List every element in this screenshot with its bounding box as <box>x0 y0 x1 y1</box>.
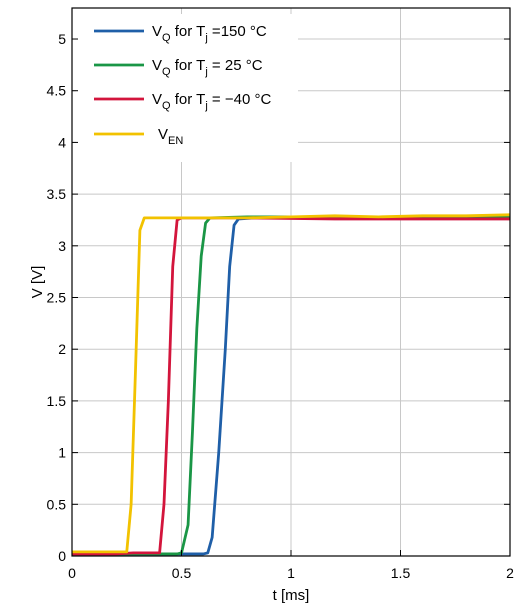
y-tick-label: 2 <box>58 341 66 357</box>
y-tick-label: 3 <box>58 238 66 254</box>
legend-entry-0: VQ for Tj =150 °C <box>152 23 267 44</box>
y-tick-label: 1 <box>58 445 66 461</box>
axis-ticks: 0 0.5 1 1.5 2 0 0.5 1 1.5 2 2.5 3 3.5 4 4.5 5 <box>47 31 515 581</box>
y-tick-label: 4.5 <box>47 83 67 99</box>
x-tick-label: 2 <box>506 565 514 581</box>
y-tick-label: 4 <box>58 134 66 150</box>
series-line-2 <box>72 216 510 556</box>
y-tick-label: 0 <box>58 548 66 564</box>
y-axis-title: V [V] <box>29 266 46 299</box>
legend-box <box>76 14 298 162</box>
x-tick-label: 1 <box>287 565 295 581</box>
y-tick-label: 5 <box>58 31 66 47</box>
legend: VQ for Tj =150 °C VQ for Tj = 25 °C VQ for… <box>76 14 298 162</box>
x-tick-label: 0 <box>68 565 76 581</box>
x-axis-title: t [ms] <box>273 587 310 604</box>
legend-entry-2: VQ for Tj = −40 °C <box>152 91 271 112</box>
y-tick-label: 0.5 <box>47 496 67 512</box>
y-tick-label: 1.5 <box>47 393 67 409</box>
series-line-3 <box>72 213 511 554</box>
y-tick-label: 2.5 <box>47 290 67 306</box>
x-tick-label: 0.5 <box>172 565 192 581</box>
x-tick-label: 1.5 <box>391 565 411 581</box>
legend-entry-3: VEN <box>158 126 183 147</box>
y-tick-label: 3.5 <box>47 186 67 202</box>
legend-entry-1: VQ for Tj = 25 °C <box>152 57 263 78</box>
